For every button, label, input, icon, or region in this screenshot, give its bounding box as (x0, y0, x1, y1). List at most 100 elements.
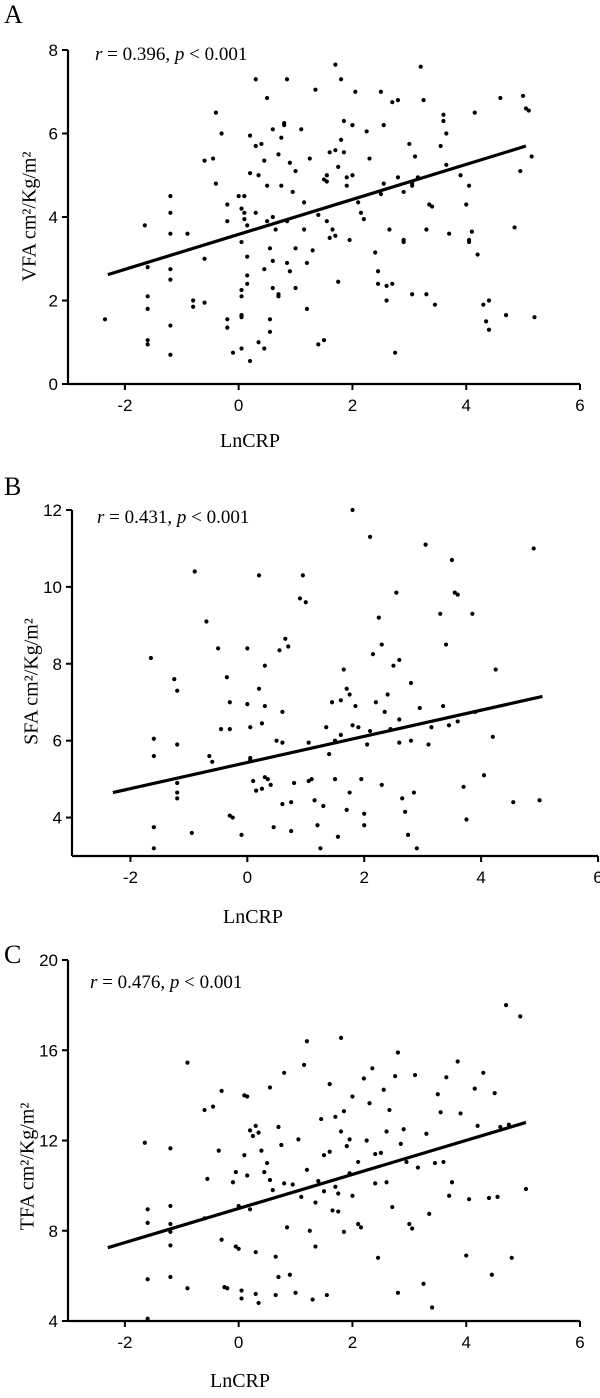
data-point (395, 98, 401, 103)
data-point (168, 1221, 173, 1227)
data-point (276, 1124, 281, 1130)
data-point (151, 846, 156, 851)
data-point (429, 204, 435, 209)
panel-c-annotation: r = 0.476, p < 0.001 (90, 972, 242, 994)
data-point (230, 1180, 236, 1185)
data-point (303, 600, 308, 605)
x-tick-label: 0 (234, 396, 243, 415)
data-point (218, 727, 224, 732)
data-point (310, 1297, 315, 1302)
data-point (262, 703, 267, 709)
x-tick-label: 4 (476, 868, 485, 887)
data-point (531, 546, 536, 551)
data-point (336, 164, 341, 169)
data-point (284, 260, 290, 266)
data-point (256, 1300, 261, 1306)
data-point (338, 1129, 344, 1134)
data-point (400, 796, 405, 801)
panel-c-chart: 4 8 12 16 20 -2 0 2 4 6 (39, 951, 585, 1352)
data-point (444, 1075, 449, 1080)
data-point (407, 141, 412, 147)
data-point (245, 1173, 250, 1178)
data-point (408, 738, 414, 743)
data-point (324, 219, 329, 224)
data-point (498, 95, 503, 101)
data-point (145, 1316, 150, 1321)
data-point (370, 1066, 375, 1071)
data-point (435, 1092, 440, 1097)
data-point (273, 1292, 278, 1298)
data-point (185, 1286, 190, 1291)
data-point (315, 823, 320, 828)
regression-line (107, 144, 527, 277)
panel-c-letter: C (4, 940, 22, 969)
data-point (233, 1244, 238, 1249)
data-point (338, 137, 344, 142)
data-point (447, 231, 452, 236)
data-point (486, 327, 492, 332)
data-point (375, 269, 381, 274)
x-tick-label: 0 (234, 1333, 243, 1352)
data-point (145, 342, 150, 347)
data-point (335, 834, 341, 839)
x-tick-label: 4 (461, 1333, 470, 1352)
data-point (239, 832, 244, 837)
data-point (466, 183, 472, 188)
data-point (172, 677, 177, 682)
data-point (145, 306, 150, 311)
data-point (447, 1193, 452, 1198)
data-point (401, 239, 406, 245)
data-point (336, 1209, 341, 1214)
data-point (239, 1296, 244, 1301)
data-point (324, 725, 329, 730)
data-point (338, 1035, 344, 1040)
data-point (213, 181, 219, 186)
data-point (378, 89, 383, 94)
data-point (168, 352, 173, 357)
data-point (426, 742, 431, 747)
data-point (412, 154, 418, 159)
data-point (253, 210, 258, 215)
data-point (289, 800, 294, 805)
data-point (168, 231, 173, 236)
data-point (332, 777, 338, 782)
data-point (175, 790, 180, 795)
data-point (466, 239, 472, 245)
data-point (145, 1277, 150, 1282)
data-point (321, 338, 327, 343)
data-point (283, 636, 288, 641)
data-point (429, 725, 434, 730)
data-point (271, 825, 276, 830)
data-point (373, 250, 378, 255)
data-point (427, 1211, 432, 1216)
data-point (489, 1272, 494, 1277)
data-point (191, 298, 196, 303)
data-point (365, 742, 370, 747)
data-point (429, 1305, 435, 1310)
data-point (532, 315, 537, 320)
data-point (279, 135, 284, 140)
data-point (441, 112, 446, 117)
data-point (381, 123, 386, 128)
data-point (307, 1228, 312, 1233)
data-point (327, 235, 332, 240)
data-point (247, 133, 253, 138)
data-point (350, 1193, 355, 1198)
data-point (404, 1159, 409, 1165)
data-point (464, 817, 469, 822)
data-point (394, 590, 399, 595)
data-point (327, 1149, 332, 1154)
data-point (304, 306, 310, 311)
data-point (391, 663, 396, 668)
data-point (407, 1221, 412, 1227)
data-point (444, 162, 449, 167)
data-point (168, 1146, 173, 1151)
p-value: < 0.001 (184, 44, 248, 65)
data-point (390, 100, 395, 105)
data-point (151, 736, 156, 741)
data-point (293, 1290, 298, 1295)
data-point (403, 809, 408, 814)
data-point (168, 210, 173, 215)
data-point (397, 717, 402, 722)
data-point (410, 1226, 415, 1231)
